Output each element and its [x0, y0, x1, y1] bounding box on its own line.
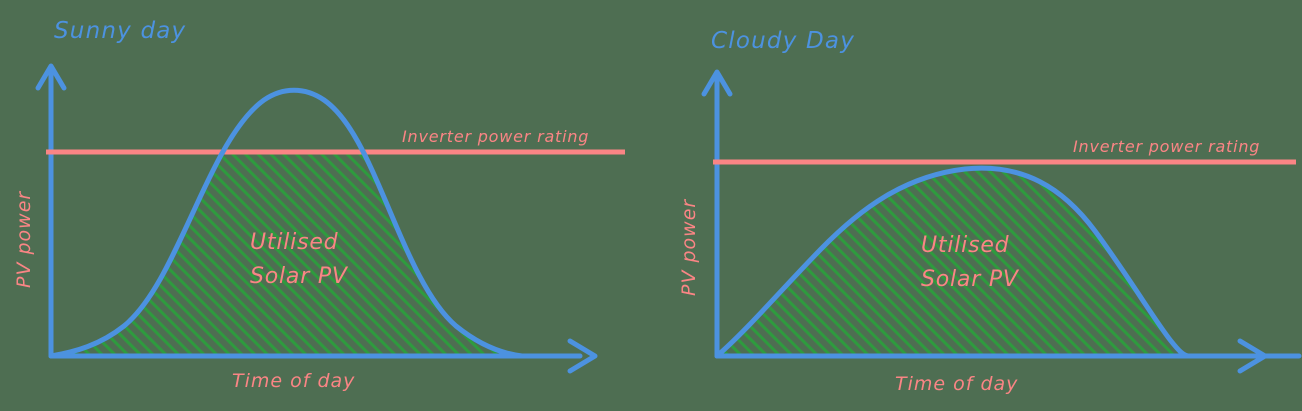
y-axis-arrowhead-icon [35, 63, 67, 91]
x-axis-label: Time of day [232, 370, 355, 392]
x-axis-arrowhead-icon [1237, 338, 1268, 374]
panel-cloudy-day: Cloudy Day PV power Time of day Inverter… [651, 0, 1302, 411]
panel-title: Sunny day [54, 18, 186, 44]
y-axis-label: PV power [13, 191, 35, 288]
inverter-power-rating-label: Inverter power rating [1073, 137, 1260, 156]
utilised-solar-pv-label-line1: Utilised [921, 233, 1010, 258]
utilised-solar-pv-label-line1: Utilised [250, 230, 339, 255]
y-axis-arrowhead-icon [701, 69, 733, 97]
x-axis-label: Time of day [895, 373, 1018, 395]
panel-title: Cloudy Day [711, 28, 855, 54]
pv-power-curve [714, 165, 1191, 359]
pv-power-curve [48, 87, 525, 359]
utilised-solar-pv-label-line2: Solar PV [250, 264, 349, 289]
panel-sunny-day: Sunny day PV power Time of day Inverter … [13, 18, 625, 392]
inverter-power-rating-label: Inverter power rating [402, 127, 589, 146]
y-axis-label: PV power [678, 199, 700, 296]
utilised-solar-pv-label-line2: Solar PV [921, 267, 1020, 292]
x-axis-arrowhead-icon [567, 338, 598, 374]
